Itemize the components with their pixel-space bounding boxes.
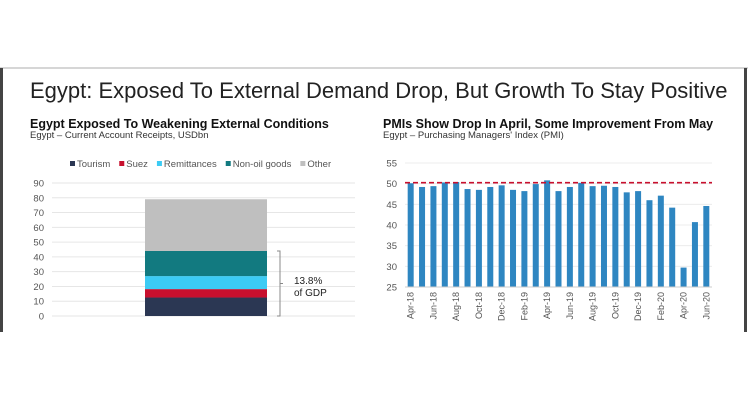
y-tick-label: 45 — [386, 200, 397, 211]
pmi-bar — [544, 180, 551, 287]
y-tick-label: 35 — [386, 241, 397, 252]
right-chart-subtitle: Egypt – Purchasing Managers' Index (PMI) — [383, 130, 564, 141]
pmi-bar — [419, 186, 426, 287]
x-tick-label: Jun-20 — [701, 292, 711, 320]
x-tick-label: Feb-20 — [656, 292, 666, 321]
pmi-bar — [453, 182, 460, 287]
pmi-bar — [475, 189, 482, 287]
y-tick-label: 50 — [33, 238, 44, 249]
pmi-bar — [646, 200, 653, 287]
legend-label: Tourism — [77, 159, 110, 170]
frame-left-border — [0, 68, 3, 332]
x-tick-label: Aug-19 — [588, 292, 598, 321]
x-tick-label: Feb-19 — [519, 292, 529, 321]
frame-right-border — [744, 68, 747, 332]
y-tick-label: 40 — [33, 252, 44, 263]
pmi-bar — [657, 195, 664, 287]
legend-swatch — [70, 161, 75, 166]
x-tick-label: Dec-18 — [497, 292, 507, 321]
pmi-bar — [441, 182, 448, 287]
x-tick-label: Jun-19 — [565, 292, 575, 320]
pmi-bar — [510, 189, 517, 287]
legend-swatch — [225, 161, 231, 166]
annotation-text: of GDP — [294, 288, 327, 299]
legend-swatch — [300, 161, 306, 166]
pmi-bar — [566, 186, 573, 287]
pmi-bar — [498, 185, 505, 287]
y-tick-label: 55 — [386, 159, 397, 170]
legend-label: Non-oil goods — [233, 159, 292, 170]
y-tick-label: 30 — [386, 262, 397, 273]
x-tick-label: Oct-19 — [610, 292, 620, 319]
left-chart-title: Egypt Exposed To Weakening External Cond… — [30, 117, 329, 131]
pmi-bar — [600, 185, 607, 287]
legend-label: Suez — [126, 159, 148, 170]
y-tick-label: 70 — [33, 208, 44, 219]
page-title: Egypt: Exposed To External Demand Drop, … — [30, 78, 728, 103]
pmi-bar — [669, 207, 676, 287]
pmi-bar — [555, 191, 562, 287]
x-tick-label: Oct-18 — [474, 292, 484, 319]
y-tick-label: 80 — [33, 193, 44, 204]
x-tick-label: Aug-18 — [451, 292, 461, 321]
bar-segment-suez — [145, 289, 267, 298]
legend-label: Remittances — [164, 159, 217, 170]
right-chart-title: PMIs Show Drop In April, Some Improvemen… — [383, 117, 714, 131]
pmi-bar — [680, 267, 687, 287]
legend-label: Other — [307, 159, 331, 170]
y-tick-label: 10 — [33, 297, 44, 308]
pmi-bar — [589, 186, 596, 287]
pmi-bar — [578, 182, 585, 287]
left-chart-subtitle: Egypt – Current Account Receipts, USDbn — [30, 130, 209, 141]
y-tick-label: 60 — [33, 223, 44, 234]
y-tick-label: 90 — [33, 179, 44, 190]
bracket — [277, 250, 283, 317]
pmi-bar — [464, 189, 471, 287]
x-tick-label: Apr-18 — [406, 292, 416, 319]
bar-segment-remittances — [145, 276, 267, 290]
x-tick-label: Apr-19 — [542, 292, 552, 319]
y-tick-label: 50 — [386, 179, 397, 190]
pmi-bar — [487, 186, 494, 287]
x-tick-label: Apr-20 — [679, 292, 689, 319]
pmi-bar — [532, 184, 539, 287]
legend-swatch — [119, 161, 125, 166]
y-tick-label: 20 — [33, 282, 44, 293]
pmi-bar — [691, 222, 698, 287]
bar-segment-tourism — [145, 297, 267, 316]
pmi-bar — [430, 186, 437, 287]
pmi-bar — [635, 191, 642, 287]
x-tick-label: Jun-18 — [428, 292, 438, 320]
y-tick-label: 40 — [386, 221, 397, 232]
bar-segment-non-oil-goods — [145, 250, 267, 277]
frame-top-border — [0, 67, 748, 69]
pmi-bar — [521, 191, 528, 287]
x-tick-label: Dec-19 — [633, 292, 643, 321]
legend-swatch — [156, 161, 162, 166]
y-tick-label: 25 — [386, 283, 397, 294]
y-tick-label: 30 — [33, 267, 44, 278]
pmi-bar — [703, 205, 710, 287]
y-tick-label: 0 — [39, 312, 44, 323]
bar-segment-other — [145, 199, 267, 251]
pmi-bar — [623, 192, 630, 287]
pmi-bar — [612, 186, 619, 287]
pmi-bar — [407, 183, 414, 287]
annotation-text: 13.8% — [294, 276, 322, 287]
